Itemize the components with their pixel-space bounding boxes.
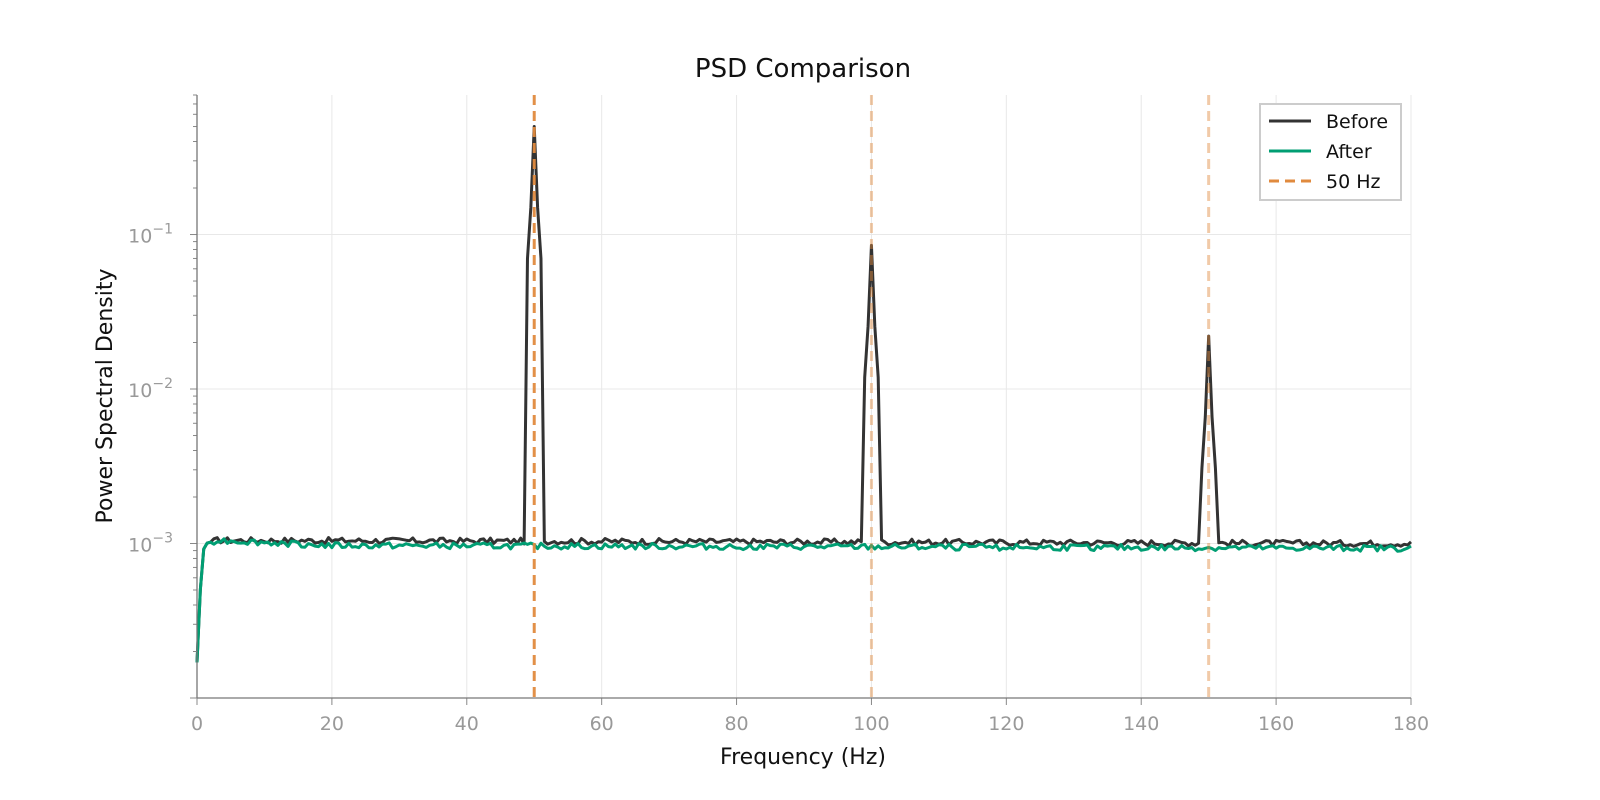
- tick-labels: 0 20 40 60 80 100 120 140 160 180 10−3 10−2 10−1: [128, 222, 1429, 735]
- x-tick-label: 140: [1123, 713, 1159, 735]
- y-tick-label: 10−1: [128, 222, 173, 248]
- legend: Before After 50 Hz: [1259, 103, 1402, 201]
- legend-label: Before: [1326, 111, 1388, 133]
- y-tick-label: 10−3: [128, 531, 173, 557]
- x-tick-label: 120: [988, 713, 1024, 735]
- x-axis-label: Frequency (Hz): [720, 745, 886, 770]
- x-tick-label: 180: [1393, 713, 1429, 735]
- reference-lines: [532, 95, 1211, 698]
- y-axis-label: Power Spectral Density: [93, 269, 118, 524]
- series-line-after: [195, 537, 1412, 663]
- chart-title: PSD Comparison: [695, 54, 911, 84]
- x-tick-label: 0: [191, 713, 203, 735]
- x-tick-label: 160: [1258, 713, 1294, 735]
- grid: [196, 95, 1412, 698]
- x-tick-label: 80: [724, 713, 748, 735]
- x-tick-label: 40: [455, 713, 479, 735]
- y-tick-label: 10−2: [128, 376, 173, 402]
- series-line-before: [195, 125, 1413, 663]
- series-lines: [195, 125, 1413, 663]
- legend-label: After: [1326, 141, 1372, 163]
- x-tick-label: 60: [590, 713, 614, 735]
- legend-label: 50 Hz: [1326, 171, 1381, 193]
- x-tick-label: 100: [853, 713, 889, 735]
- axes: [190, 94, 1412, 705]
- x-tick-label: 20: [320, 713, 344, 735]
